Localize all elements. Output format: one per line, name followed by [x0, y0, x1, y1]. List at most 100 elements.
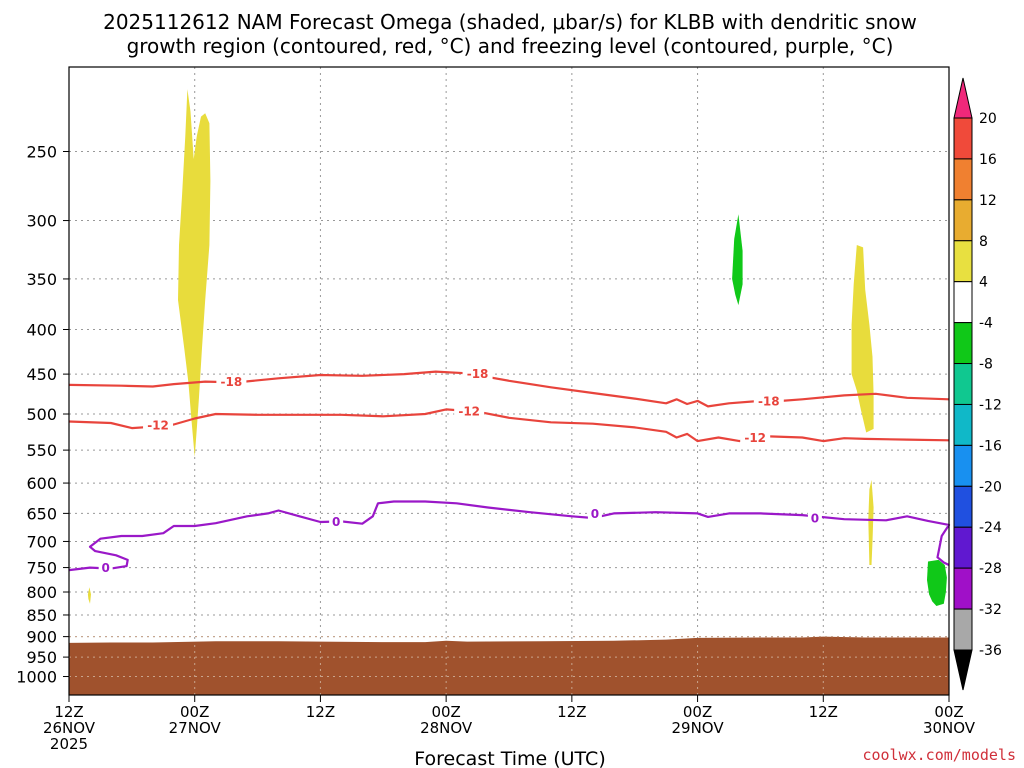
colorbar-label: 20 [979, 111, 997, 127]
plot-frame [68, 66, 950, 696]
contour-label: 0 [101, 561, 109, 575]
x-tick-label: 12Z [557, 703, 586, 721]
x-tick-label: 12Z [809, 703, 838, 721]
omega-region [851, 245, 874, 433]
y-tick-label: 900 [26, 628, 57, 647]
terrain-ground [69, 636, 949, 695]
y-tick-label: 250 [26, 143, 57, 162]
contours: -18 -18 -18 -12 -12 -12 0 0 0 0 [68, 366, 951, 575]
y-tick-label: 350 [26, 270, 57, 289]
x-tick-label: 30NOV [923, 719, 976, 737]
y-tick-label: 500 [26, 405, 57, 424]
colorbar-label: -8 [979, 357, 993, 373]
chart-title-line2: growth region (contoured, red, °C) and f… [127, 34, 894, 58]
colorbar-label: -12 [979, 397, 1002, 413]
contour-label: -18 [221, 375, 243, 389]
colorbar-label: 16 [979, 152, 997, 168]
colorbar-swatch [953, 117, 973, 160]
omega-region [927, 559, 947, 606]
colorbar-label: -24 [979, 520, 1002, 536]
x-axis-title: Forecast Time (UTC) [414, 748, 605, 768]
colorbar-swatch [953, 403, 973, 446]
colorbar-swatch [953, 363, 973, 405]
contour-label-bg [143, 418, 174, 433]
colorbar-bottom-triangle [953, 649, 973, 691]
omega-region [178, 89, 211, 457]
colorbar-label: 8 [979, 234, 988, 250]
colorbar-swatch [953, 199, 973, 242]
contour-line [68, 500, 951, 572]
omega-shading [87, 89, 947, 606]
y-tick-label: 650 [26, 504, 57, 523]
y-tick-label: 400 [26, 321, 57, 340]
colorbar-label: -20 [979, 479, 1002, 495]
x-tick-label: 00Z [683, 703, 712, 721]
colorbar-swatch [953, 281, 973, 324]
x-tick-label: 00Z [431, 703, 460, 721]
y-tick-label: 1000 [16, 668, 57, 687]
colorbar-swatch [953, 608, 973, 651]
x-tick-label: 12Z [306, 703, 335, 721]
x-tick-label: 28NOV [420, 719, 473, 737]
omega-region [868, 479, 874, 565]
y-tick-label: 800 [26, 583, 57, 602]
chart-title-line1: 2025112612 NAM Forecast Omega (shaded, μ… [103, 10, 917, 34]
colorbar: 20 16 12 8 4 -4 -8 -12 -16 -20 -24 -28 -32 -36 [953, 77, 1002, 691]
terrain-fill [69, 636, 949, 695]
contour-label-bg [587, 506, 602, 521]
y-tick-label: 450 [26, 365, 57, 384]
x-tick-label: 00Z [934, 703, 963, 721]
contour-label-bg [329, 514, 344, 529]
y-axis-ticks: 250 300 350 400 450 500 550 600 650 700 750 800 850 9… [16, 143, 69, 687]
y-tick-label: 600 [26, 474, 57, 493]
y-tick-label: 550 [26, 441, 57, 460]
y-tick-label: 750 [26, 559, 57, 578]
contour-label: -18 [467, 367, 489, 381]
colorbar-label: 12 [979, 193, 997, 209]
x-tick-label: 27NOV [169, 719, 222, 737]
colorbar-swatch [953, 485, 973, 528]
colorbar-top-triangle [953, 77, 973, 119]
omega-region [732, 214, 743, 306]
x-tick-label: 00Z [180, 703, 209, 721]
contour-label-bg [807, 511, 822, 526]
omega-region [87, 587, 91, 604]
contour-label: -18 [758, 394, 780, 408]
contour-label-bg [216, 374, 247, 389]
colorbar-label: -32 [979, 602, 1002, 618]
y-tick-label: 300 [26, 212, 57, 231]
contour-label: 0 [811, 512, 819, 526]
colorbar-label: 4 [979, 275, 988, 291]
contour-line [68, 408, 950, 443]
colorbar-label: -16 [979, 438, 1002, 454]
colorbar-swatch [953, 526, 973, 569]
colorbar-label: -28 [979, 561, 1002, 577]
contour-label-bg [454, 403, 485, 418]
contour-label-bg [98, 560, 113, 575]
x-tick-label: 12Z [54, 703, 83, 721]
colorbar-swatch [953, 158, 973, 201]
y-tick-label: 700 [26, 532, 57, 551]
credit-text[interactable]: coolwx.com/models [862, 746, 1016, 764]
x-tick-label: 2025 [50, 735, 88, 753]
contour-label-bg [753, 393, 784, 408]
x-tick-label: 26NOV [43, 719, 96, 737]
grid [69, 67, 949, 695]
colorbar-label: -4 [979, 316, 993, 332]
colorbar-swatch [953, 240, 973, 283]
contour-label-bg [462, 366, 493, 381]
colorbar-label: -36 [979, 643, 1002, 659]
contour-label: -12 [147, 419, 169, 433]
colorbar-swatch [953, 322, 973, 365]
contour-label: 0 [591, 507, 599, 521]
x-tick-label: 29NOV [672, 719, 725, 737]
contour-label: -12 [458, 404, 480, 418]
colorbar-swatch [953, 444, 973, 487]
contour-label: 0 [332, 515, 340, 529]
contour-label-bg [740, 430, 771, 445]
y-tick-label: 850 [26, 606, 57, 625]
colorbar-swatch [953, 567, 973, 610]
contour-label: -12 [744, 431, 766, 445]
